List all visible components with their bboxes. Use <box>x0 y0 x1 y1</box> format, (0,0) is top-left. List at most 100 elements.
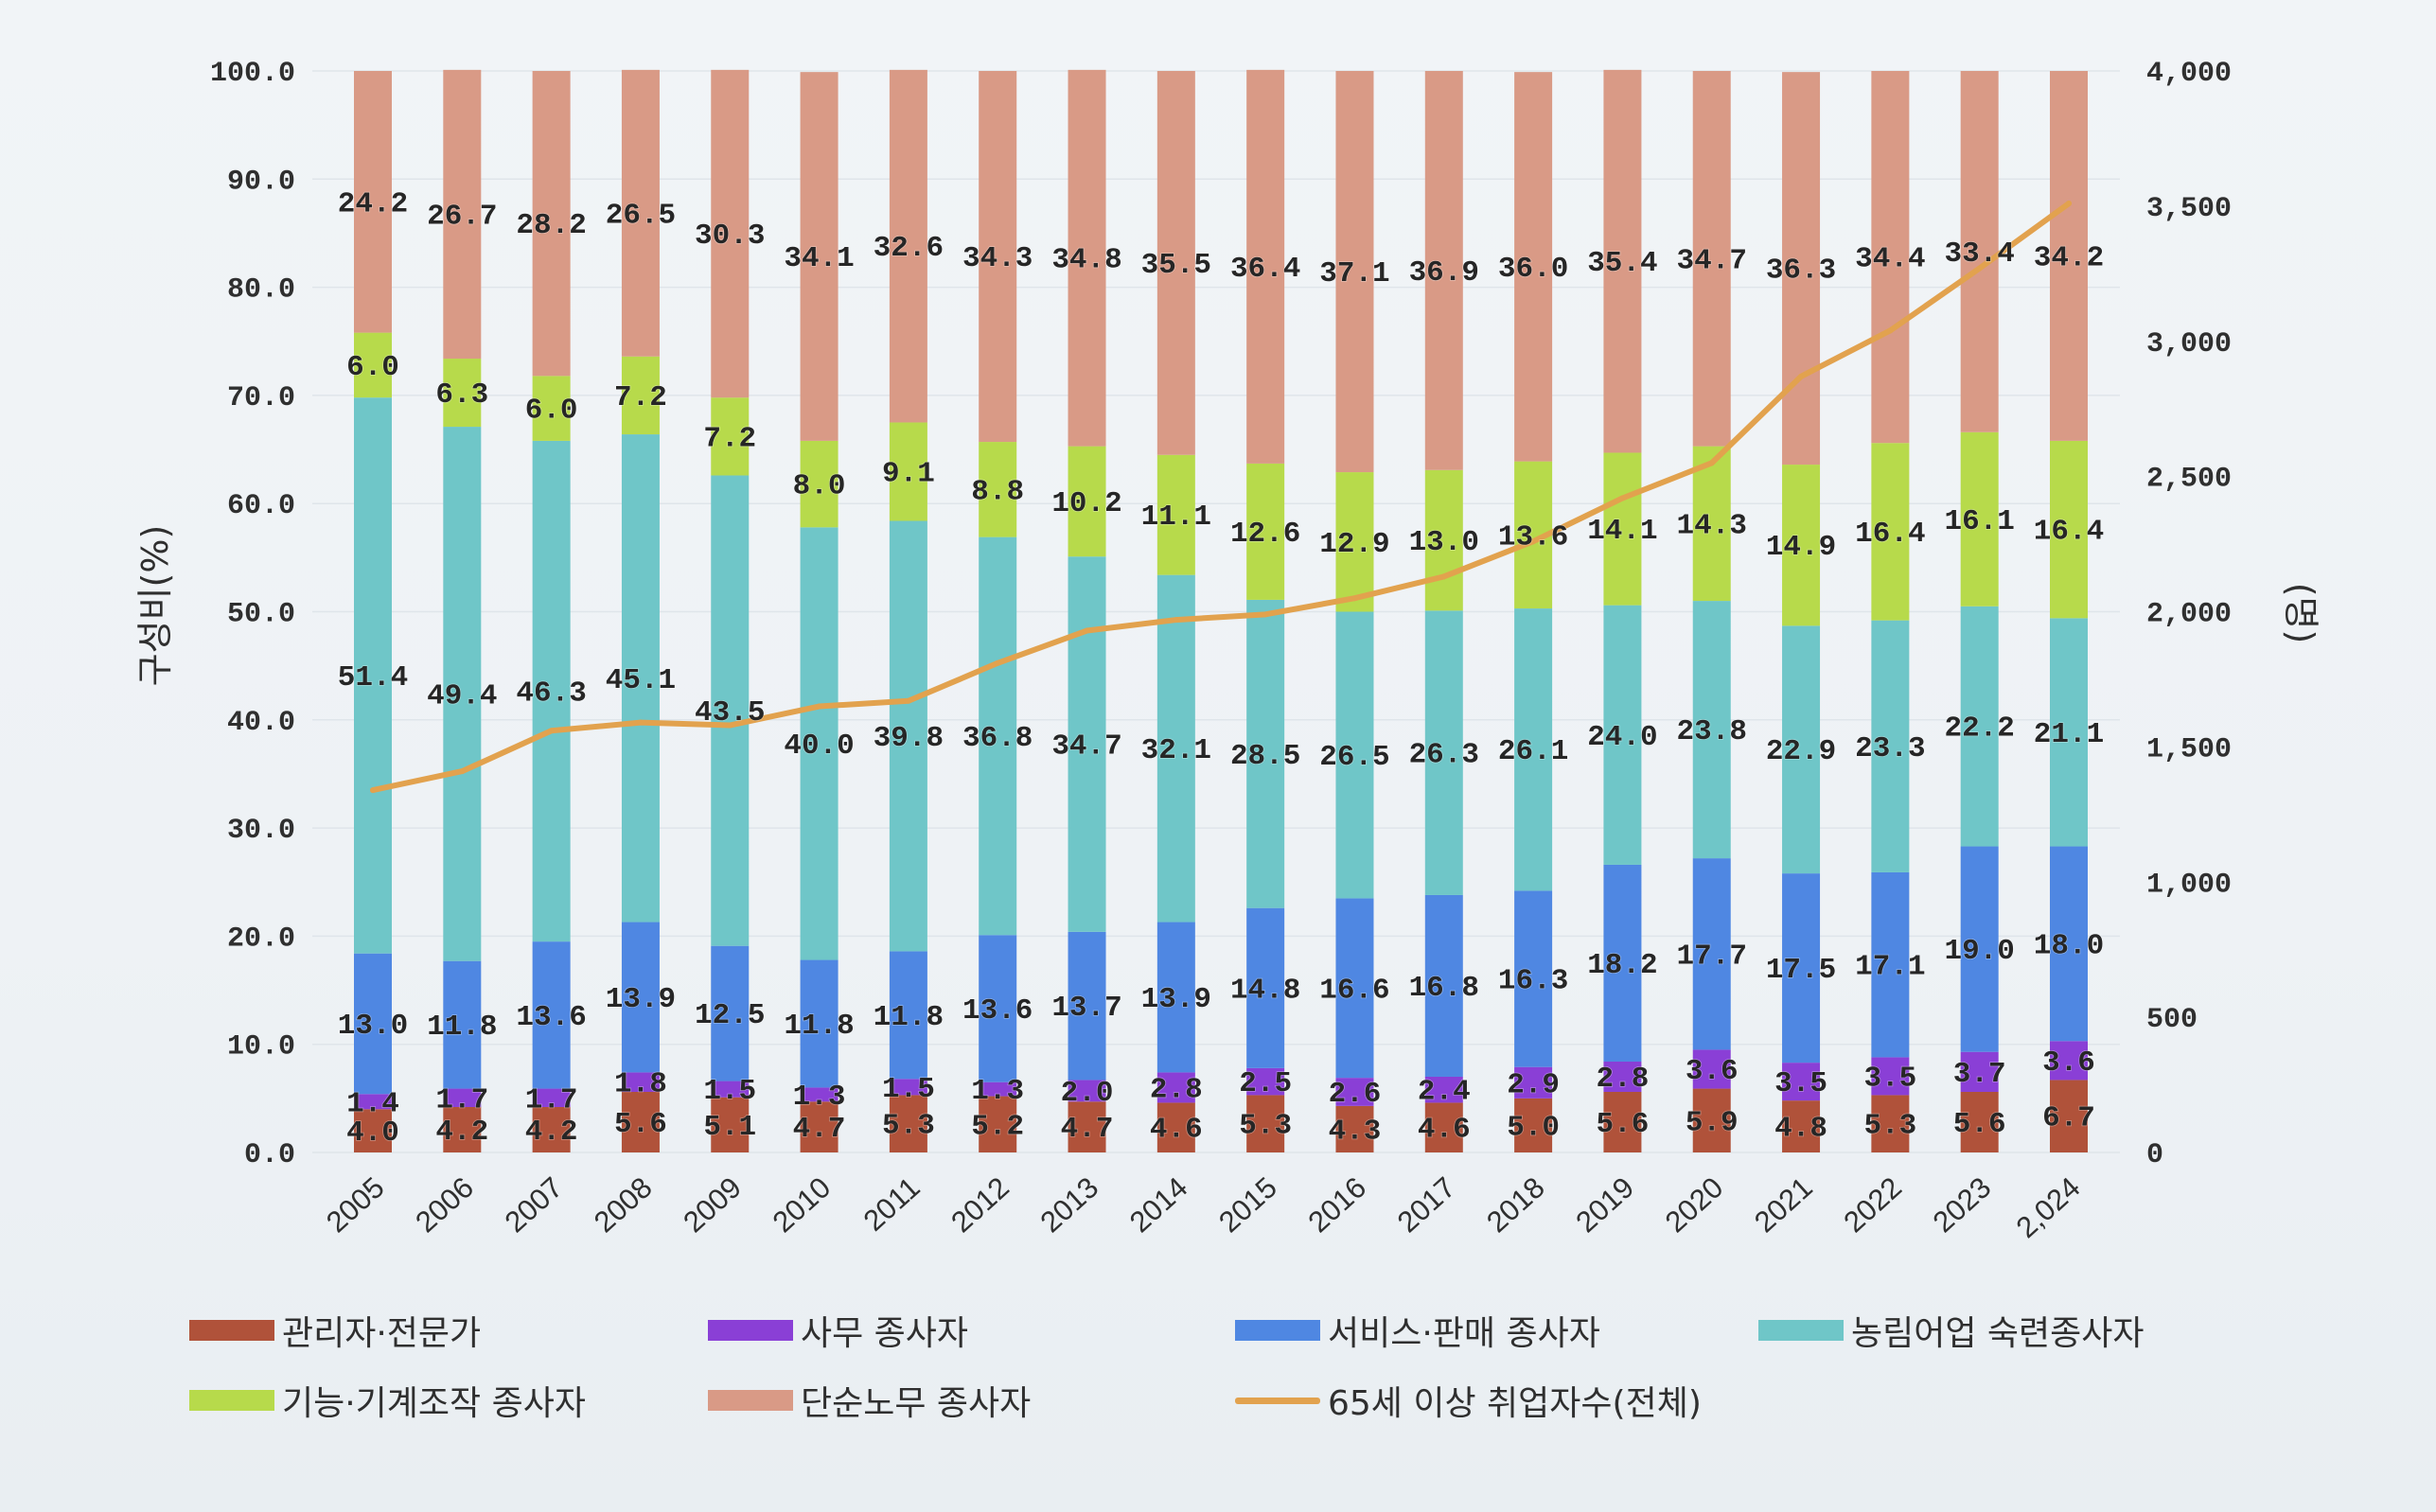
bar-segment <box>800 959 838 1088</box>
bar-segment <box>532 941 571 1089</box>
bar-segment <box>979 442 1017 537</box>
data-label: 36.4 <box>1230 253 1300 286</box>
bar-segment <box>1246 1095 1285 1152</box>
bar-segment <box>1335 1078 1374 1106</box>
bar-segment <box>1068 69 1106 447</box>
data-label: 8.0 <box>793 470 846 503</box>
data-label: 11.8 <box>784 1010 854 1043</box>
bar-segment <box>1246 907 1285 1068</box>
data-label: 34.7 <box>1677 244 1747 277</box>
line-point <box>2066 201 2072 207</box>
bar-segment <box>621 69 660 357</box>
legend-label: 농림어업 숙련종사자 <box>1851 1314 2145 1353</box>
y2-tick-label: 0 <box>2146 1139 2163 1171</box>
bar-segment <box>711 69 750 398</box>
data-label: 22.2 <box>1944 712 2014 746</box>
bar-segment <box>1692 1049 1731 1089</box>
line-point <box>1798 373 1805 379</box>
data-label: 4.7 <box>1061 1113 1114 1146</box>
data-label: 10.2 <box>1051 487 1121 520</box>
data-label: 37.1 <box>1319 257 1389 290</box>
y-tick-label: 60.0 <box>227 490 295 522</box>
bar-segment <box>979 1096 1017 1152</box>
y2-tick-label: 2,000 <box>2146 599 2232 631</box>
bar-segment <box>1246 69 1285 464</box>
data-label: 13.9 <box>1141 983 1211 1016</box>
line-point <box>1084 627 1090 634</box>
bar-segment <box>979 1081 1017 1097</box>
y-tick-label: 50.0 <box>227 599 295 631</box>
bar-segment <box>1782 873 1821 1064</box>
x-tick-label: 2011 <box>857 1170 927 1238</box>
bar-segment <box>1871 1057 1910 1096</box>
data-label: 46.3 <box>516 677 586 711</box>
data-label: 6.0 <box>346 351 399 384</box>
bar-segment <box>1068 556 1106 932</box>
x-tick-label: 2008 <box>588 1170 659 1239</box>
data-label: 5.6 <box>614 1108 667 1141</box>
bar-segment <box>1871 871 1910 1058</box>
data-label: 13.7 <box>1051 992 1121 1025</box>
bar-segment <box>1156 922 1195 1073</box>
y-tick-label: 70.0 <box>227 382 295 414</box>
x-tick-label: 2016 <box>1301 1170 1372 1239</box>
bar-segment <box>2050 1041 2088 1081</box>
bar-segment <box>1603 1061 1642 1092</box>
data-label: 40.0 <box>784 730 854 763</box>
y2-axis: 0 500 1,000 1,500 2,000 2,500 3,000 3,500 4,000 <box>2146 58 2232 1171</box>
data-label: 26.5 <box>606 199 676 232</box>
data-label: 5.0 <box>1507 1111 1560 1144</box>
line-point <box>905 697 911 704</box>
data-label: 32.6 <box>874 232 944 265</box>
x-tick-label: 2009 <box>677 1170 748 1239</box>
x-tick-label: 2010 <box>767 1170 838 1239</box>
y-tick-label: 30.0 <box>227 815 295 847</box>
bar-segment <box>2050 440 2088 619</box>
bar-segment <box>1960 431 1999 607</box>
data-label: 6.7 <box>2042 1102 2095 1135</box>
bar-segment <box>354 332 392 398</box>
bar-segment <box>354 397 392 954</box>
data-label: 12.9 <box>1319 528 1389 561</box>
data-label: 18.2 <box>1587 949 1657 982</box>
x-tick-label: 2020 <box>1659 1170 1730 1239</box>
line-point <box>816 703 822 710</box>
data-label: 13.6 <box>962 994 1033 1028</box>
line-point <box>1351 595 1358 602</box>
line-point <box>370 787 376 794</box>
data-label: 13.6 <box>516 1001 586 1034</box>
bar-segment <box>1335 898 1374 1079</box>
legend-item-service-sales: 서비스·판매 종사자 <box>1235 1311 1600 1353</box>
data-label: 4.6 <box>1150 1114 1203 1147</box>
bar-segment <box>1782 1100 1821 1152</box>
bar-segment <box>800 527 838 960</box>
data-label: 26.1 <box>1498 735 1568 768</box>
bar-segment <box>1514 890 1553 1067</box>
data-label: 1.7 <box>525 1083 578 1116</box>
data-label: 17.5 <box>1766 954 1836 987</box>
data-label: 4.2 <box>525 1116 578 1149</box>
bar-segment <box>1335 472 1374 612</box>
data-label: 1.3 <box>971 1075 1024 1108</box>
data-label: 24.0 <box>1587 721 1657 754</box>
data-label: 5.3 <box>882 1110 935 1143</box>
y2-tick-label: 3,000 <box>2146 328 2232 360</box>
bar-segment <box>1424 610 1463 895</box>
bar-segment <box>1424 894 1463 1077</box>
bar-segment <box>1692 601 1731 859</box>
bar-segment <box>711 1097 750 1152</box>
data-label: 11.1 <box>1141 501 1211 534</box>
data-label: 11.8 <box>874 1001 944 1034</box>
data-label: 4.0 <box>346 1116 399 1150</box>
bar-segment <box>443 960 482 1089</box>
data-label: 43.5 <box>695 696 765 730</box>
data-label: 34.4 <box>1855 243 1925 276</box>
bar-segment <box>1782 465 1821 626</box>
data-label: 3.5 <box>1863 1062 1916 1095</box>
data-label: 11.8 <box>427 1011 497 1044</box>
legend-item-clerical: 사무 종사자 <box>708 1311 968 1353</box>
bar-segment <box>800 1087 838 1102</box>
bar-segment <box>1424 469 1463 611</box>
data-label: 32.1 <box>1141 734 1211 767</box>
bar-segment <box>1692 71 1731 447</box>
